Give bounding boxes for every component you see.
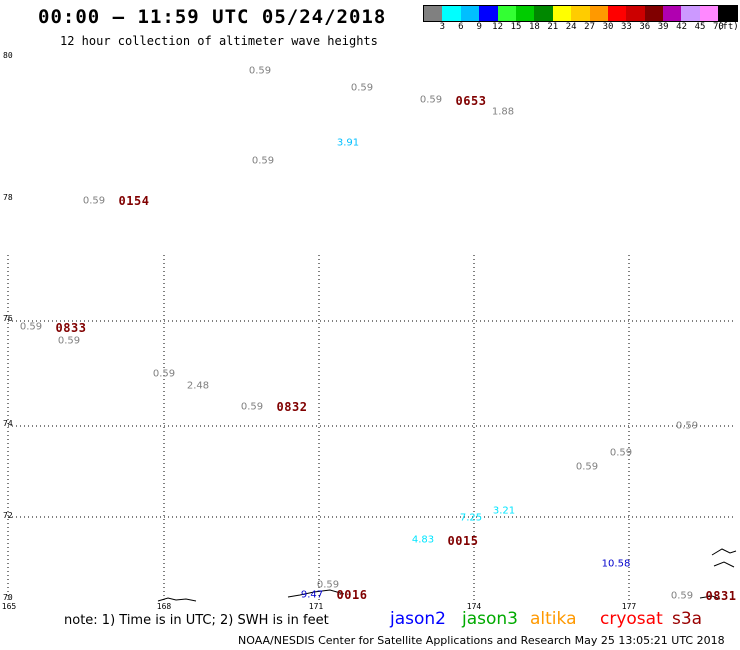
lat-label-78: 78 [3,193,13,202]
wave-height-value: 10.58 [601,558,631,570]
coastline [157,548,737,602]
legend-swatch [626,6,645,21]
legend-swatch [460,6,480,21]
legend-swatch [699,6,719,21]
coast-segment-south-right [699,595,721,600]
legend-swatch [479,6,498,21]
lon-label-174: 174 [466,602,482,611]
satellite-s3a: s3a [672,609,703,629]
legend-tick-label: 30 [602,22,614,32]
lon-label-177: 177 [621,602,637,611]
lon-label-165: 165 [1,602,17,611]
legend-tick-label: 6 [458,22,464,32]
pass-time-label: 0833 [55,321,87,335]
lat-label-74: 74 [3,419,13,428]
wave-height-value: 1.88 [491,106,515,118]
satellite-altika: altika [530,609,577,629]
units-note: note: 1) Time is in UTC; 2) SWH is in fe… [64,613,329,628]
legend-tick-label: 9 [476,22,482,32]
coast-segment-south-left [157,597,197,602]
wave-height-value: 0.59 [251,155,275,167]
coast-segment-south-center [287,589,345,598]
lat-label-76: 76 [3,314,13,323]
legend-swatch [534,6,553,21]
legend-swatch [607,6,627,21]
pass-time-label: 0653 [455,94,487,108]
wave-height-value: 3.91 [336,137,360,149]
legend-tick-label: 24 [565,22,577,32]
legend-unit: (ft) [717,22,739,32]
legend-swatch [718,6,737,21]
credit-footer: NOAA/NESDIS Center for Satellite Applica… [238,634,725,647]
lat-label-72: 72 [3,511,13,520]
lon-label-171: 171 [308,602,324,611]
wave-height-value: 0.59 [240,401,264,413]
wave-height-value: 0.59 [57,335,81,347]
page-subtitle: 12 hour collection of altimeter wave hei… [60,34,378,48]
pass-time-label: 0832 [276,400,308,414]
wave-height-value: 2.48 [186,380,210,392]
legend-swatch [663,6,682,21]
lat-label-80: 80 [3,51,13,60]
wave-height-value: 0.59 [575,461,599,473]
satellite-jason3: jason3 [462,609,518,629]
legend-tick-label: 36 [639,22,651,32]
legend-swatch [571,6,590,21]
legend-tick-label: 18 [528,22,540,32]
legend-swatch [497,6,516,21]
wave-height-value: 7.25 [459,512,483,524]
legend-tick-label: 12 [492,22,504,32]
legend-swatch [515,6,535,21]
legend-tick-label: 45 [694,22,706,32]
satellite-jason2: jason2 [390,609,446,629]
legend-tick-label: 42 [676,22,688,32]
wave-height-value: 0.59 [248,65,272,77]
legend-tick-label: 15 [510,22,522,32]
pass-time-label: 0831 [705,589,737,603]
legend-swatch [442,6,461,21]
legend-swatch [589,6,608,21]
satellite-cryosat: cryosat [600,609,663,629]
legend-swatch [424,6,443,21]
legend-swatch [681,6,700,21]
legend-tick-label: 33 [620,22,632,32]
wave-height-value: 0.59 [152,368,176,380]
graticule-grid [7,255,736,600]
page-title: 00:00 – 11:59 UTC 05/24/2018 [38,6,387,28]
wave-height-value: 0.59 [419,94,443,106]
legend-tick-label: 3 [439,22,446,32]
wave-height-value: 4.83 [411,534,435,546]
color-scale-legend [423,5,738,22]
lat-label-70: 70 [3,593,13,602]
legend-tick-label: 27 [584,22,596,32]
lon-label-168: 168 [156,602,172,611]
wave-height-value: 0.59 [675,420,699,432]
wave-height-value: 9.47 [300,589,324,601]
pass-time-label: 0154 [118,194,150,208]
legend-tick-label: 70 [712,22,724,32]
wave-height-value: 0.59 [316,579,340,591]
legend-swatch [552,6,572,21]
coast-segment-island [711,548,737,568]
wave-height-value: 0.59 [19,321,43,333]
legend-swatch [644,6,664,21]
legend-tick-label: 39 [657,22,669,32]
legend-tick-label: 21 [547,22,559,32]
wave-height-value: 0.59 [609,447,633,459]
wave-height-value: 0.59 [350,82,374,94]
wave-height-value: 0.59 [670,590,694,602]
wave-height-value: 0.59 [82,195,106,207]
pass-time-label: 0016 [336,588,368,602]
pass-time-label: 0015 [447,534,479,548]
wave-height-value: 3.21 [492,505,516,517]
